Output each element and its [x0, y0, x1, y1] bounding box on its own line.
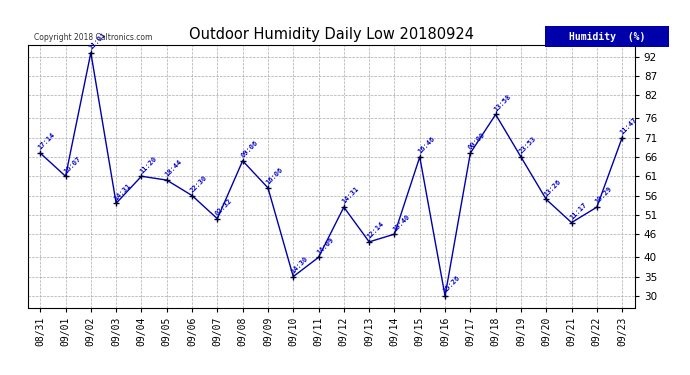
Text: 16:46: 16:46 — [417, 136, 436, 155]
Text: Copyright 2018 Caltronics.com: Copyright 2018 Caltronics.com — [34, 33, 152, 42]
Text: 14:31: 14:31 — [113, 182, 132, 201]
Text: 11:20: 11:20 — [139, 155, 158, 174]
Text: 02:32: 02:32 — [215, 198, 234, 217]
Text: 14:30: 14:30 — [290, 255, 310, 274]
Text: 11:47: 11:47 — [619, 117, 638, 136]
Text: 09:06: 09:06 — [239, 140, 259, 159]
Text: 10:40: 10:40 — [391, 213, 411, 232]
Text: 14:09: 14:09 — [315, 236, 335, 255]
Text: 15:26: 15:26 — [442, 275, 462, 294]
Text: 18:44: 18:44 — [164, 159, 183, 178]
Text: 13:58: 13:58 — [493, 93, 512, 112]
Text: 22:30: 22:30 — [189, 174, 208, 194]
Text: 16:07: 16:07 — [63, 155, 82, 174]
Text: 23:53: 23:53 — [518, 136, 538, 155]
Text: 11:17: 11:17 — [569, 201, 588, 220]
Text: 16:06: 16:06 — [265, 166, 284, 186]
Text: 14:31: 14:31 — [341, 186, 360, 205]
Text: 13:26: 13:26 — [543, 178, 562, 198]
Text: Humidity  (%): Humidity (%) — [569, 32, 645, 42]
Title: Outdoor Humidity Daily Low 20180924: Outdoor Humidity Daily Low 20180924 — [188, 27, 474, 42]
Text: 17:14: 17:14 — [37, 132, 57, 151]
Text: 10:29: 10:29 — [594, 186, 613, 205]
Text: 00:00: 00:00 — [467, 132, 486, 151]
Text: 11:01: 11:01 — [88, 32, 107, 51]
Text: 12:14: 12:14 — [366, 220, 386, 240]
